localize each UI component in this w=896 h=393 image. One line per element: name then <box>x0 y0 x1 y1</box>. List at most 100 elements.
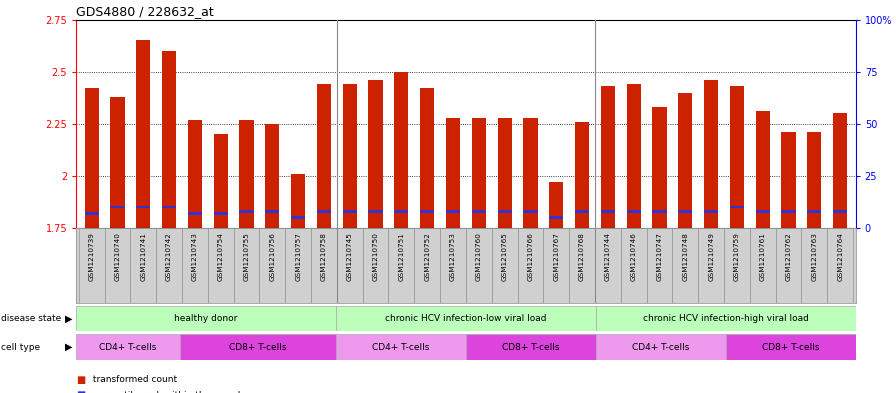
Bar <box>136 40 151 228</box>
Bar <box>807 210 822 213</box>
Text: GSM1210761: GSM1210761 <box>760 231 766 281</box>
Bar <box>180 334 336 360</box>
Bar <box>755 210 770 213</box>
Bar <box>601 210 615 213</box>
Bar <box>105 228 130 303</box>
Bar <box>156 228 182 303</box>
Bar <box>652 210 667 213</box>
Text: GSM1210739: GSM1210739 <box>89 231 95 281</box>
Bar <box>136 206 151 208</box>
Text: CD8+ T-cells: CD8+ T-cells <box>502 343 560 352</box>
Bar <box>84 212 99 215</box>
Bar <box>833 210 848 213</box>
Text: chronic HCV infection-low viral load: chronic HCV infection-low viral load <box>385 314 547 323</box>
Text: GSM1210755: GSM1210755 <box>244 231 249 281</box>
Bar <box>569 228 595 303</box>
Bar <box>317 210 331 213</box>
Bar <box>595 228 621 303</box>
Bar <box>76 306 336 331</box>
Text: GSM1210764: GSM1210764 <box>837 231 843 281</box>
Bar <box>317 84 331 228</box>
Bar <box>420 210 435 213</box>
Text: GSM1210762: GSM1210762 <box>786 231 791 281</box>
Bar <box>704 80 719 228</box>
Bar <box>471 118 486 228</box>
Text: GSM1210744: GSM1210744 <box>605 231 611 281</box>
Bar <box>342 84 357 228</box>
Text: GSM1210749: GSM1210749 <box>708 231 714 281</box>
Bar <box>110 206 125 208</box>
Bar <box>162 51 177 228</box>
Bar <box>678 210 693 213</box>
Text: chronic HCV infection-high viral load: chronic HCV infection-high viral load <box>642 314 809 323</box>
Text: GSM1210759: GSM1210759 <box>734 231 740 281</box>
Bar <box>285 228 311 303</box>
Bar <box>239 210 254 213</box>
Bar <box>336 334 466 360</box>
Bar <box>750 228 776 303</box>
Text: cell type: cell type <box>1 343 40 352</box>
Text: GSM1210751: GSM1210751 <box>399 231 404 281</box>
Bar <box>389 228 414 303</box>
Bar <box>76 334 180 360</box>
Text: GSM1210752: GSM1210752 <box>424 231 430 281</box>
Text: transformed count: transformed count <box>90 375 177 384</box>
Bar <box>523 210 538 213</box>
Bar <box>575 122 590 228</box>
Text: GSM1210757: GSM1210757 <box>295 231 301 281</box>
Bar <box>730 86 744 228</box>
Text: GSM1210754: GSM1210754 <box>218 231 224 281</box>
Text: GSM1210742: GSM1210742 <box>166 231 172 281</box>
Text: GSM1210741: GSM1210741 <box>141 231 146 281</box>
Bar <box>672 228 698 303</box>
Bar <box>394 72 409 228</box>
Bar <box>234 228 260 303</box>
Text: GSM1210743: GSM1210743 <box>192 231 198 281</box>
Bar <box>414 228 440 303</box>
Text: ▶: ▶ <box>65 314 73 323</box>
Text: CD4+ T-cells: CD4+ T-cells <box>99 343 157 352</box>
Bar <box>678 93 693 228</box>
Bar <box>549 216 564 219</box>
Bar <box>652 107 667 228</box>
Bar <box>342 210 357 213</box>
Text: CD8+ T-cells: CD8+ T-cells <box>762 343 820 352</box>
Bar <box>601 86 615 228</box>
Bar <box>704 210 719 213</box>
Bar <box>130 228 156 303</box>
Text: GSM1210767: GSM1210767 <box>553 231 559 281</box>
Bar <box>336 306 596 331</box>
Bar <box>291 216 306 219</box>
Text: CD4+ T-cells: CD4+ T-cells <box>372 343 430 352</box>
Text: ■: ■ <box>76 375 85 385</box>
Text: GSM1210750: GSM1210750 <box>373 231 379 281</box>
Bar <box>781 210 796 213</box>
Bar <box>626 84 641 228</box>
Bar <box>188 212 202 215</box>
Bar <box>466 334 596 360</box>
Bar <box>698 228 724 303</box>
Bar <box>776 228 802 303</box>
Text: CD4+ T-cells: CD4+ T-cells <box>632 343 690 352</box>
Text: GSM1210766: GSM1210766 <box>528 231 533 281</box>
Bar <box>497 210 512 213</box>
Bar <box>730 206 744 208</box>
Bar <box>492 228 518 303</box>
Text: GSM1210763: GSM1210763 <box>812 231 817 281</box>
Bar <box>523 118 538 228</box>
Text: GSM1210748: GSM1210748 <box>683 231 688 281</box>
Bar <box>543 228 569 303</box>
Text: GDS4880 / 228632_at: GDS4880 / 228632_at <box>76 6 214 18</box>
Text: GSM1210745: GSM1210745 <box>347 231 353 281</box>
Bar <box>368 210 383 213</box>
Bar <box>420 88 435 228</box>
Text: GSM1210740: GSM1210740 <box>115 231 120 281</box>
Bar <box>265 210 280 213</box>
Text: GSM1210765: GSM1210765 <box>502 231 508 281</box>
Text: disease state: disease state <box>1 314 61 323</box>
Bar <box>363 228 389 303</box>
Bar <box>446 210 461 213</box>
Bar <box>621 228 647 303</box>
Text: GSM1210746: GSM1210746 <box>631 231 637 281</box>
Bar <box>466 228 492 303</box>
